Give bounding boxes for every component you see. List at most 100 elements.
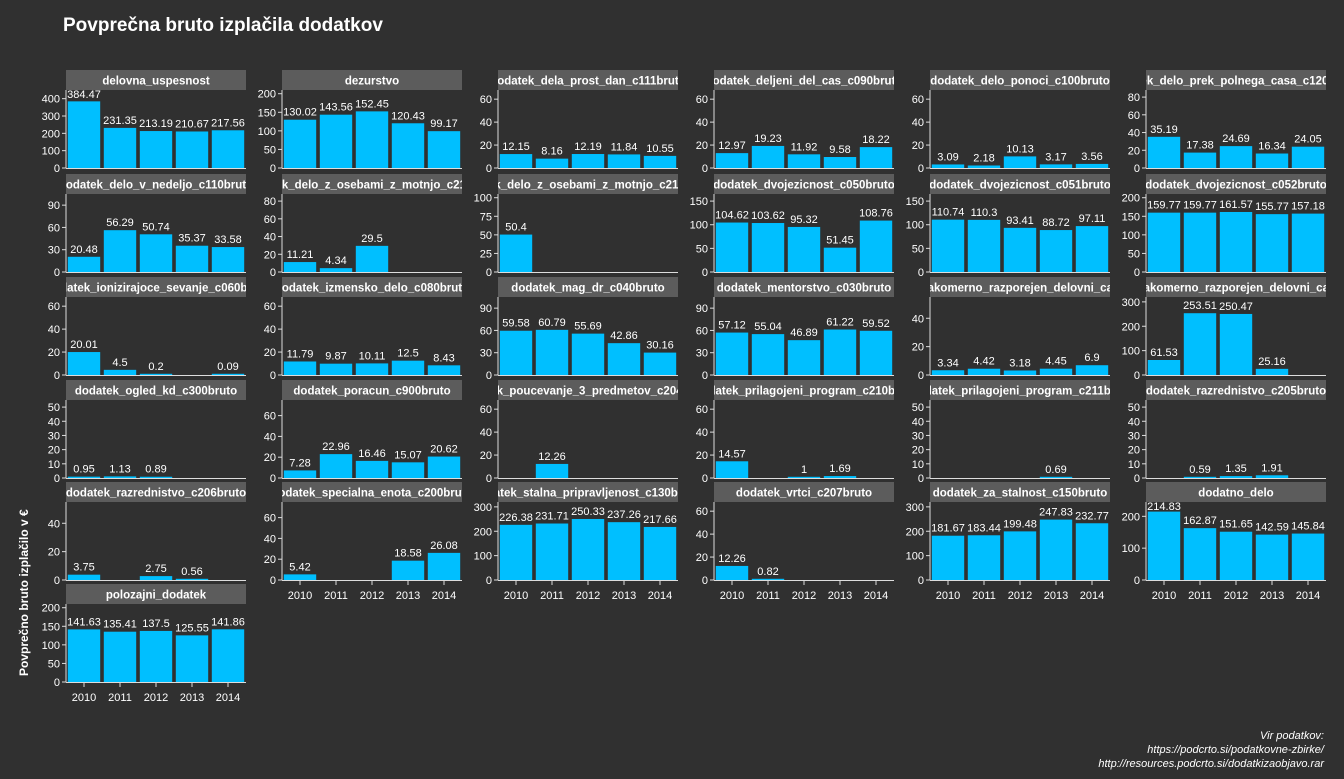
y-tick-label: 100 <box>1122 230 1140 242</box>
bar-value-label: 384.47 <box>67 89 101 101</box>
bar-value-label: 19.23 <box>754 133 782 145</box>
y-tick-label: 300 <box>1122 297 1140 309</box>
y-tick-label: 40 <box>912 313 924 325</box>
facet-dodatek_delo_prek_polnega_casa_c120bruto: tek_delo_prek_polnega_casa_c120b 0 20 40 60 8… <box>1128 70 1326 175</box>
caption-line-3: http://resources.podcrto.si/dodatkizaobj… <box>1098 758 1324 770</box>
bar-value-label: 159.77 <box>1147 200 1181 212</box>
y-tick-label: 40 <box>48 518 60 530</box>
bar-2010 <box>283 119 317 168</box>
x-tick-label: 2011 <box>108 692 132 704</box>
bar-2014 <box>427 365 461 375</box>
facet-strip-label: dodatek_delo_v_nedeljo_c110bruto <box>59 180 253 192</box>
x-tick-label: 2014 <box>432 590 456 602</box>
y-tick-label: 90 <box>480 303 492 315</box>
bar-value-label: 42.86 <box>610 330 638 342</box>
facet-strip <box>498 70 678 90</box>
bar-2010 <box>715 332 749 375</box>
bar-value-label: 55.04 <box>754 321 782 333</box>
bar-value-label: 237.26 <box>607 509 641 521</box>
bar-2010 <box>1147 511 1181 580</box>
bar-value-label: 22.96 <box>322 441 350 453</box>
y-tick-label: 60 <box>264 301 276 313</box>
y-tick-label: 90 <box>696 303 708 315</box>
facet-strip <box>1146 482 1326 502</box>
bar-value-label: 11.79 <box>287 348 314 360</box>
bar-value-label: 97.11 <box>1079 213 1106 225</box>
y-tick-label: 0 <box>54 267 60 279</box>
bar-value-label: 10.13 <box>1006 143 1034 155</box>
y-tick-label: 20 <box>912 342 924 354</box>
caption-line-2: https://podcrto.si/podatkovne-zbirke/ <box>1147 744 1324 756</box>
bar-value-label: 137.5 <box>142 618 170 630</box>
bar-value-label: 0.69 <box>1045 464 1066 476</box>
bar-2012 <box>139 131 173 168</box>
y-tick-label: 50 <box>48 658 60 670</box>
y-tick-label: 60 <box>480 325 492 337</box>
bar-value-label: 60.79 <box>538 317 566 329</box>
bar-value-label: 226.38 <box>499 512 533 524</box>
x-tick-label: 2012 <box>576 590 600 602</box>
facet-dezurstvo: dezurstvo 0 50 100 150 200 130.02 143.56 152.451… <box>258 70 462 175</box>
y-tick-label: 200 <box>42 128 60 140</box>
facet-strip-label: delovna_uspesnost <box>102 76 210 88</box>
bar-value-label: 1.13 <box>109 463 130 475</box>
bar-value-label: 181.67 <box>931 523 965 535</box>
facet-dodatek_prilagojeni_program_c211bruto: odatek_prilagojeni_program_c211bru 0 10 20 3… <box>912 380 1110 485</box>
y-tick-label: 60 <box>480 404 492 416</box>
bar-value-label: 104.62 <box>715 210 749 222</box>
y-tick-label: 150 <box>690 196 708 208</box>
facet-strip <box>930 174 1110 194</box>
y-tick-label: 300 <box>474 502 492 514</box>
facet-strip-label: dodatno_delo <box>1198 488 1273 500</box>
facet-dodatek_izmensko_delo_c080bruto: dodatek_izmensko_delo_c080bruto 0 20 40 60 11… <box>264 277 462 382</box>
bar-2010 <box>931 164 965 168</box>
bar-value-label: 55.69 <box>574 321 602 333</box>
bar-value-label: 2.18 <box>973 152 994 164</box>
bar-value-label: 57.12 <box>718 320 746 332</box>
bar-2012 <box>787 226 821 272</box>
facet-dodatek_poucevanje_3_predmetov_c204bruto: tek_poucevanje_3_predmetov_c204b 0 20 40 60 1… <box>480 380 689 485</box>
bar-2013 <box>1039 164 1073 168</box>
facet-strip-label: dodatek_mentorstvo_c030bruto <box>717 283 891 295</box>
y-tick-label: 20 <box>480 450 492 462</box>
bar-2012 <box>1003 227 1037 272</box>
bar-2011 <box>103 127 137 168</box>
bar-value-label: 18.22 <box>862 134 890 146</box>
bar-2011 <box>967 165 1001 168</box>
y-tick-label: 0 <box>918 267 924 279</box>
y-tick-label: 60 <box>48 301 60 313</box>
bar-2013 <box>1039 519 1073 580</box>
y-tick-label: 60 <box>48 222 60 234</box>
bar-2013 <box>823 247 857 272</box>
bar-2013 <box>175 245 209 272</box>
bar-2014 <box>427 456 461 478</box>
bar-value-label: 59.52 <box>862 318 890 330</box>
bar-value-label: 8.16 <box>541 146 562 158</box>
x-tick-label: 2013 <box>396 590 420 602</box>
facet-dodatek_mentorstvo_c030bruto: dodatek_mentorstvo_c030bruto 0 30 60 90 57.12… <box>696 277 894 382</box>
y-tick-label: 60 <box>264 214 276 226</box>
facet-strip-label: dodatek_mag_dr_c040bruto <box>511 283 664 295</box>
y-tick-label: 20 <box>696 552 708 564</box>
facet-dodatek_prilagojeni_program_c210bruto: odatek_prilagojeni_program_c210bru 0 20 40 6… <box>696 380 894 485</box>
y-tick-label: 80 <box>1128 92 1140 104</box>
x-tick-label: 2013 <box>612 590 636 602</box>
bar-2010 <box>715 222 749 272</box>
bar-2012 <box>355 460 389 478</box>
facet-strip-label: dodatek_dvojezicnost_c052bruto <box>1145 180 1327 192</box>
y-tick-label: 40 <box>696 529 708 541</box>
x-tick-label: 2011 <box>756 590 780 602</box>
y-tick-label: 50 <box>696 243 708 255</box>
facet-strip-label: tek_poucevanje_3_predmetov_c204b <box>486 386 689 398</box>
bar-2011 <box>103 476 137 478</box>
bar-value-label: 0.89 <box>145 464 166 476</box>
y-tick-label: 0 <box>1134 163 1140 175</box>
y-tick-label: 100 <box>474 551 492 563</box>
bar-2013 <box>391 560 425 580</box>
bar-2014 <box>859 147 893 168</box>
bar-2013 <box>1255 153 1289 168</box>
y-tick-label: 0 <box>270 163 276 175</box>
bar-2012 <box>571 518 605 580</box>
y-tick-label: 100 <box>1122 543 1140 555</box>
bar-2011 <box>103 631 137 682</box>
